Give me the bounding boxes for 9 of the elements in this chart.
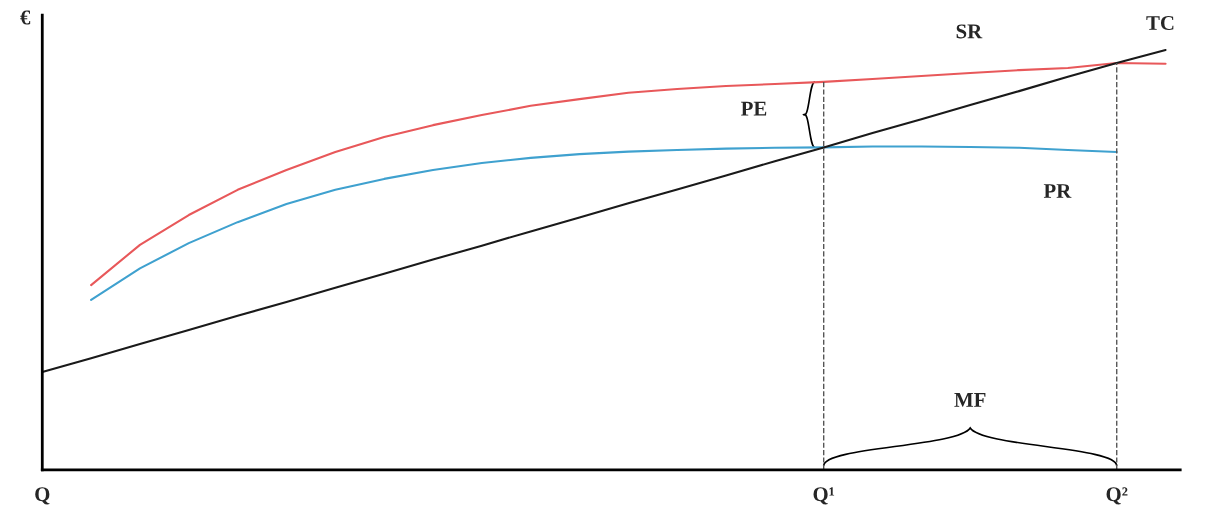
x-tick-label: Q [35,487,50,505]
x-tick-label: Q² [1106,487,1128,505]
annotation: MF [954,393,986,407]
series-label: TC [1146,15,1174,30]
x-tick-label: Q¹ [813,487,835,505]
series-label: PR [1043,184,1072,198]
annotation: PE [741,101,767,116]
y-axis-title: € [20,10,31,25]
series-label: SR [956,24,983,39]
